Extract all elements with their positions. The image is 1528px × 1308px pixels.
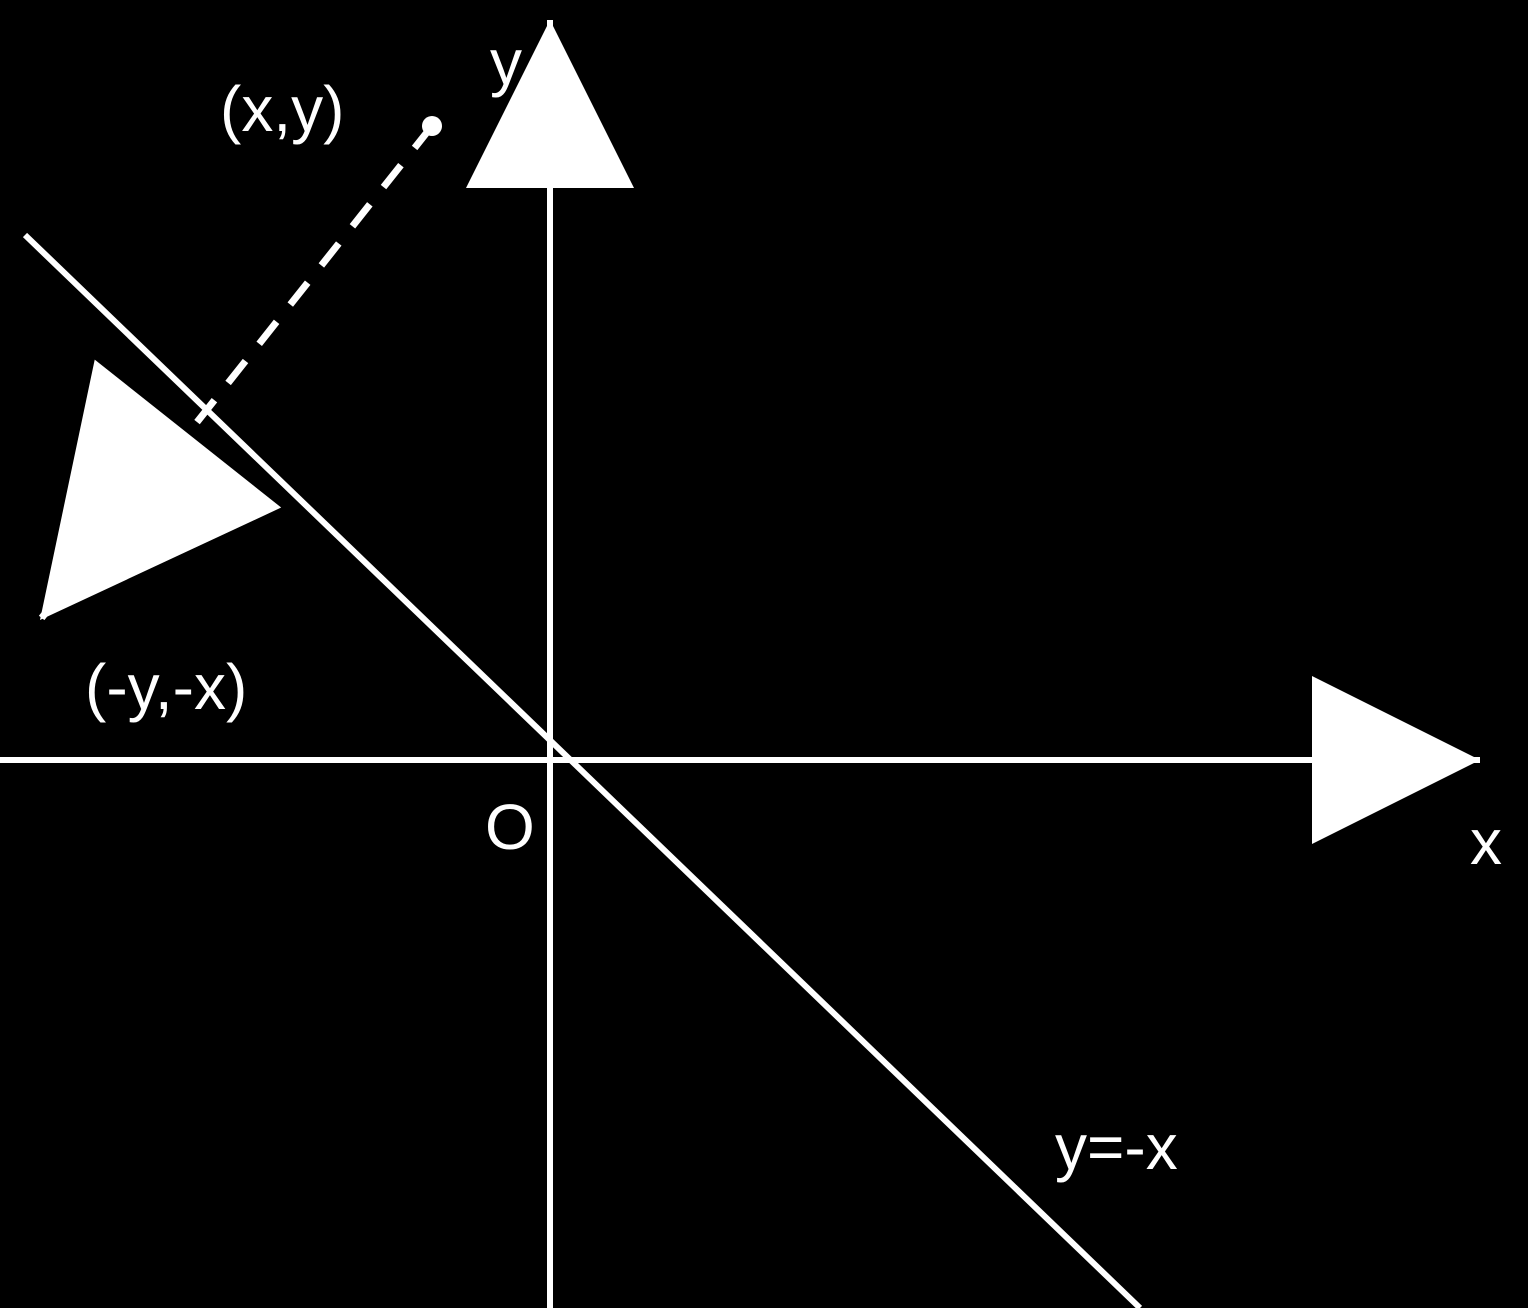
reflected-vector <box>40 126 432 620</box>
reflected-point-label: (-y,-x) <box>85 650 247 724</box>
point-dot <box>422 116 442 136</box>
origin-label: O <box>485 790 535 864</box>
x-axis-label: x <box>1470 805 1502 879</box>
point-label: (x,y) <box>220 72 344 146</box>
y-axis-label: y <box>490 25 522 99</box>
line-equation-label: y=-x <box>1055 1110 1178 1184</box>
diagonal-line <box>25 235 1140 1308</box>
